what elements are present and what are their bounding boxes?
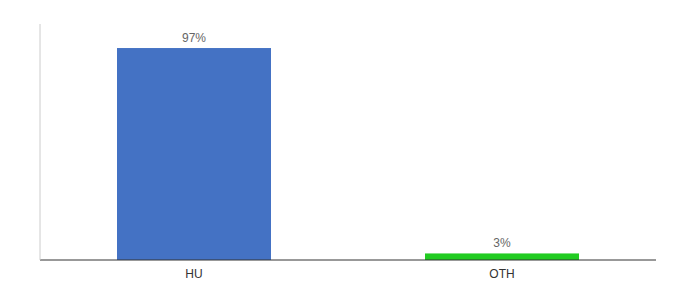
x-tick-label: HU — [185, 267, 202, 281]
data-label: 97% — [182, 31, 206, 45]
chart-container: HU OTH 97% 3% — [0, 0, 680, 300]
data-labels: 97% 3% — [182, 31, 511, 250]
y-axis-line — [40, 24, 41, 260]
chart: HU OTH 97% 3% — [0, 0, 680, 300]
bars — [117, 48, 579, 260]
bar — [117, 48, 271, 260]
data-label: 3% — [493, 236, 511, 250]
x-tick-label: OTH — [489, 267, 514, 281]
x-axis-line — [40, 260, 656, 261]
bar — [425, 253, 579, 260]
axes: HU OTH — [40, 24, 656, 281]
